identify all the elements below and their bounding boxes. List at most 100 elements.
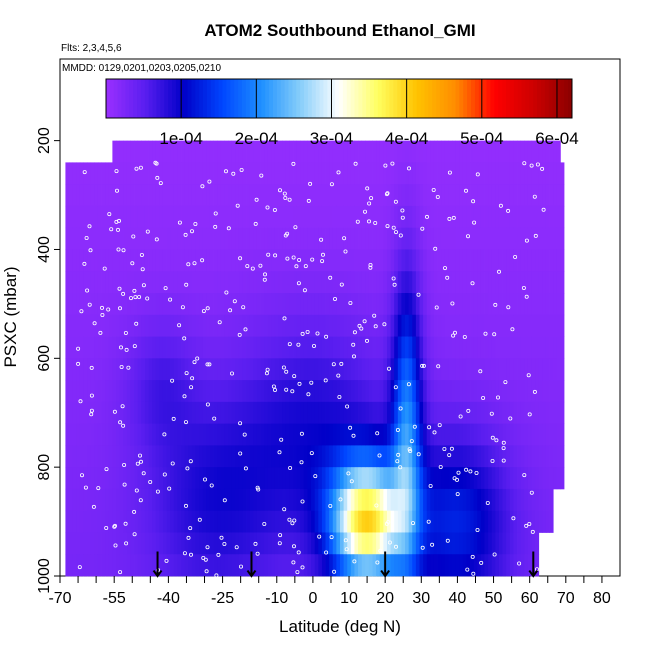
heatmap-cell	[144, 162, 149, 185]
heatmap-cell	[217, 358, 222, 381]
heatmap-cell	[206, 293, 211, 316]
heatmap-cell	[123, 249, 128, 272]
heatmap-cell	[473, 401, 478, 425]
heatmap-cell	[209, 227, 214, 250]
heatmap-cell	[134, 271, 139, 294]
heatmap-cell	[112, 445, 117, 468]
heatmap-cell	[141, 358, 146, 381]
heatmap-cell	[123, 314, 128, 337]
heatmap-cell	[289, 205, 294, 229]
heatmap-cell	[231, 314, 236, 337]
heatmap-cell	[379, 162, 384, 185]
heatmap-cell	[119, 336, 124, 359]
heatmap-cell	[408, 488, 413, 512]
heatmap-cell	[311, 227, 316, 250]
sample-marker	[375, 431, 380, 436]
heatmap-cell	[213, 358, 218, 381]
heatmap-cell	[401, 249, 406, 272]
heatmap-cell	[202, 293, 207, 316]
heatmap-cell	[199, 227, 204, 250]
heatmap-cell	[343, 532, 348, 555]
heatmap-cell	[87, 358, 92, 381]
heatmap-cell	[231, 140, 236, 163]
heatmap-cell	[538, 162, 543, 185]
sample-marker	[265, 367, 270, 372]
heatmap-cell	[224, 554, 229, 577]
heatmap-cell	[101, 445, 106, 468]
heatmap-cell	[394, 162, 399, 185]
heatmap-cell	[379, 358, 384, 381]
heatmap-cell	[502, 205, 507, 229]
sample-marker	[195, 356, 200, 361]
colorbar-segment	[544, 79, 550, 118]
heatmap-cell	[527, 532, 532, 555]
sample-marker	[387, 540, 392, 545]
heatmap-cell	[116, 227, 121, 250]
heatmap-cell	[423, 401, 428, 425]
heatmap-cell	[358, 314, 363, 337]
heatmap-cell	[87, 205, 92, 229]
sample-marker	[391, 225, 396, 230]
heatmap-cell	[560, 162, 565, 185]
heatmap-cell	[296, 358, 301, 381]
heatmap-cell	[228, 554, 233, 577]
sample-marker	[366, 219, 371, 224]
heatmap-cell	[321, 358, 326, 381]
colorbar-segment	[315, 79, 321, 118]
heatmap-cell	[358, 423, 363, 446]
heatmap-cell	[545, 401, 550, 425]
heatmap-cell	[386, 271, 391, 294]
heatmap-cell	[264, 336, 269, 359]
heatmap-cell	[79, 314, 84, 337]
heatmap-cell	[191, 336, 196, 359]
heatmap-cell	[199, 271, 204, 294]
heatmap-cell	[466, 532, 471, 555]
sample-marker	[118, 420, 123, 425]
heatmap-cell	[383, 380, 388, 403]
heatmap-cell	[517, 184, 522, 207]
heatmap-cell	[545, 271, 550, 294]
sample-marker	[416, 452, 421, 457]
sample-marker	[256, 487, 261, 492]
heatmap-cell	[376, 532, 381, 555]
sample-marker	[447, 216, 452, 221]
heatmap-cell	[477, 510, 482, 533]
sample-marker	[112, 409, 117, 414]
heatmap-cell	[531, 510, 536, 533]
heatmap-cell	[527, 445, 532, 468]
heatmap-cell	[191, 184, 196, 207]
heatmap-cell	[473, 205, 478, 229]
sample-marker	[533, 233, 538, 238]
colorbar-segment	[109, 79, 115, 118]
heatmap-cell	[332, 293, 337, 316]
heatmap-cell	[65, 488, 70, 512]
heatmap-cell	[376, 554, 381, 577]
colorbar-segment	[175, 79, 181, 118]
heatmap-cell	[488, 445, 493, 468]
colorbar-segment	[451, 79, 456, 118]
heatmap-cell	[423, 140, 428, 163]
heatmap-cell	[354, 227, 359, 250]
heatmap-cell	[264, 488, 269, 512]
heatmap-cell	[527, 488, 532, 512]
heatmap-cell	[191, 358, 196, 381]
sample-marker	[182, 394, 187, 399]
heatmap-cell	[184, 293, 189, 316]
heatmap-cell	[376, 271, 381, 294]
heatmap-cell	[155, 271, 160, 294]
heatmap-cell	[282, 293, 287, 316]
heatmap-cell	[116, 249, 121, 272]
heatmap-cell	[206, 271, 211, 294]
heatmap-cell	[441, 554, 446, 577]
heatmap-cell	[300, 184, 305, 207]
heatmap-cell	[76, 401, 81, 425]
heatmap-cell	[249, 401, 254, 425]
heatmap-cell	[545, 467, 550, 490]
sample-marker	[406, 382, 411, 387]
heatmap-cell	[498, 140, 503, 163]
heatmap-cell	[466, 205, 471, 229]
heatmap-cell	[412, 227, 417, 250]
heatmap-cell	[426, 336, 431, 359]
heatmap-cell	[242, 293, 247, 316]
heatmap-cell	[195, 227, 200, 250]
